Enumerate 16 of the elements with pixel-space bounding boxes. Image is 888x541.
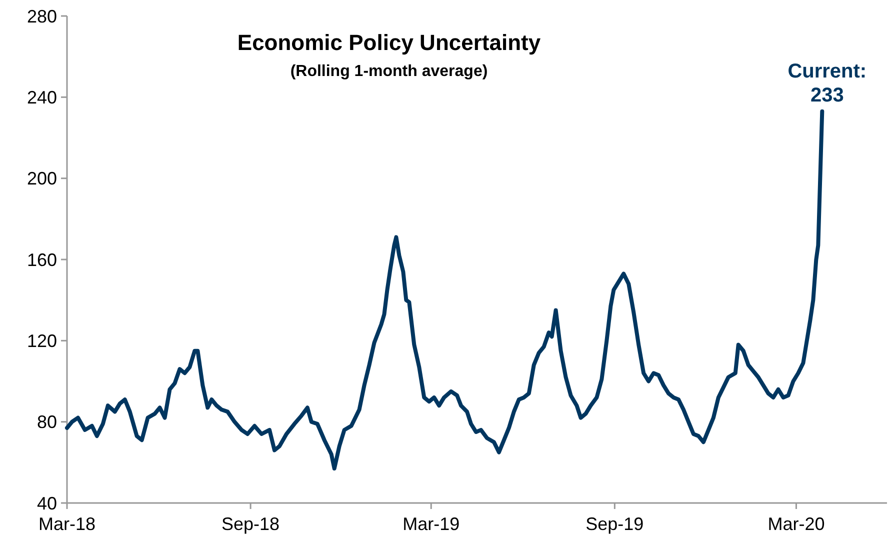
annotation: Current: 233 — [788, 60, 867, 106]
x-tick-label: Mar-18 — [38, 514, 96, 534]
y-tick-label: 160 — [26, 250, 57, 270]
x-tick-label: Mar-19 — [402, 514, 460, 534]
y-tick-label: 40 — [36, 493, 57, 514]
y-tick-label: 120 — [26, 330, 57, 351]
y-tick-label: 200 — [26, 168, 57, 189]
text: (Rolling 1-month average) — [290, 63, 488, 80]
x-tick-label: Mar-20 — [768, 514, 825, 534]
y-tick-label: 280 — [26, 6, 57, 26]
x-tick-label: Sep-19 — [586, 514, 644, 534]
x-tick-label: Sep-18 — [222, 514, 280, 534]
y-tick-label: 80 — [36, 412, 57, 432]
y-tick-label: 240 — [26, 87, 57, 108]
text: Economic Policy Uncertainty — [237, 30, 542, 55]
line-series — [65, 109, 824, 471]
